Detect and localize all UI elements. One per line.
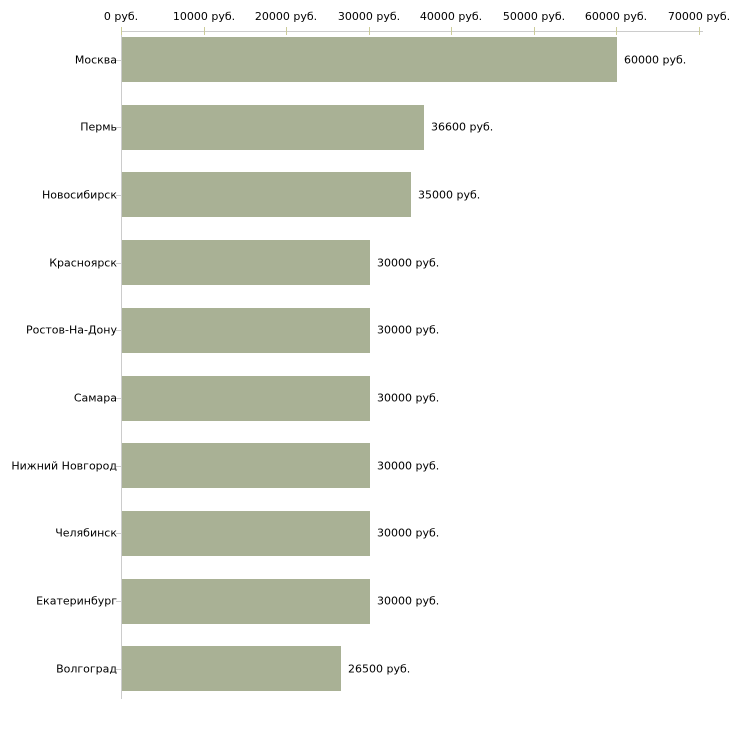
x-tick-label: 30000 руб. <box>337 10 401 23</box>
x-axis-line <box>121 31 703 32</box>
value-label: 30000 руб. <box>377 391 440 405</box>
value-label: 30000 руб. <box>377 526 440 540</box>
y-tick-mark <box>116 601 121 602</box>
category-label: Ростов-На-Дону <box>25 323 117 337</box>
bar <box>122 105 424 150</box>
x-tick-mark <box>204 27 205 35</box>
x-tick-label: 40000 руб. <box>419 10 483 23</box>
x-tick-mark <box>616 27 617 35</box>
value-label: 60000 руб. <box>624 53 687 67</box>
value-label: 35000 руб. <box>418 188 481 202</box>
x-tick-mark <box>369 27 370 35</box>
bar <box>122 308 370 353</box>
bar <box>122 172 411 217</box>
x-tick-mark <box>451 27 452 35</box>
x-tick-label: 10000 руб. <box>172 10 236 23</box>
bar <box>122 37 617 82</box>
category-label: Москва <box>74 53 117 67</box>
bar <box>122 511 370 556</box>
category-label: Челябинск <box>55 526 117 540</box>
bar <box>122 646 341 691</box>
x-tick-mark <box>121 27 122 35</box>
y-axis-line <box>121 31 122 699</box>
value-label: 30000 руб. <box>377 256 440 270</box>
y-tick-mark <box>116 398 121 399</box>
value-label: 26500 руб. <box>348 662 411 676</box>
x-tick-label: 70000 руб. <box>667 10 730 23</box>
x-tick-mark <box>286 27 287 35</box>
y-tick-mark <box>116 533 121 534</box>
value-label: 30000 руб. <box>377 594 440 608</box>
bar <box>122 579 370 624</box>
y-tick-mark <box>116 263 121 264</box>
x-tick-mark <box>534 27 535 35</box>
y-tick-mark <box>116 195 121 196</box>
y-tick-mark <box>116 466 121 467</box>
category-label: Нижний Новгород <box>11 459 117 473</box>
category-label: Пермь <box>80 120 117 134</box>
category-label: Новосибирск <box>41 188 117 202</box>
y-tick-mark <box>116 330 121 331</box>
value-label: 36600 руб. <box>431 120 494 134</box>
x-tick-label: 0 руб. <box>103 10 139 23</box>
x-tick-label: 20000 руб. <box>254 10 318 23</box>
y-tick-mark <box>116 60 121 61</box>
x-tick-label: 60000 руб. <box>584 10 648 23</box>
category-label: Самара <box>73 391 117 405</box>
bar <box>122 443 370 488</box>
y-tick-mark <box>116 127 121 128</box>
category-label: Волгоград <box>56 662 117 676</box>
value-label: 30000 руб. <box>377 459 440 473</box>
bar <box>122 240 370 285</box>
category-label: Красноярск <box>49 256 117 270</box>
x-tick-mark <box>699 27 700 35</box>
value-label: 30000 руб. <box>377 323 440 337</box>
category-label: Екатеринбург <box>36 594 117 608</box>
y-tick-mark <box>116 669 121 670</box>
x-tick-label: 50000 руб. <box>502 10 566 23</box>
bar <box>122 376 370 421</box>
